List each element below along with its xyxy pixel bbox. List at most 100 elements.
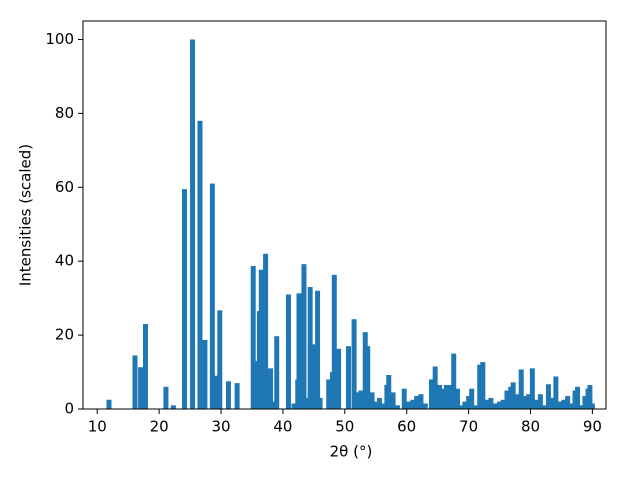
bar xyxy=(437,384,443,409)
y-tick-label: 40 xyxy=(55,252,74,270)
x-tick-label: 50 xyxy=(335,418,354,436)
x-tick-label: 80 xyxy=(521,418,540,436)
bar xyxy=(462,401,468,409)
x-tick-label: 70 xyxy=(459,418,478,436)
y-tick-label: 0 xyxy=(64,400,74,418)
bar xyxy=(500,399,506,409)
y-tick-label: 60 xyxy=(55,178,74,196)
bar xyxy=(202,339,208,409)
bar xyxy=(484,399,490,409)
x-tick-label: 10 xyxy=(88,418,107,436)
bar xyxy=(432,366,438,409)
bar xyxy=(346,346,352,409)
bar xyxy=(473,405,479,409)
bar xyxy=(549,397,555,409)
bar xyxy=(422,403,428,409)
bar xyxy=(497,401,503,409)
bar xyxy=(390,392,396,409)
bar xyxy=(307,287,313,409)
bar xyxy=(336,348,342,409)
bar xyxy=(285,294,291,409)
bar xyxy=(458,405,464,409)
bar xyxy=(380,403,386,409)
bar xyxy=(268,368,274,409)
bar xyxy=(561,399,567,409)
bar xyxy=(587,384,593,409)
bar xyxy=(469,388,475,409)
bar xyxy=(553,376,559,409)
bar xyxy=(132,355,138,409)
x-tick-label: 60 xyxy=(397,418,416,436)
bar xyxy=(557,401,563,409)
bar xyxy=(209,183,215,409)
bar xyxy=(296,293,302,409)
bar xyxy=(190,39,196,409)
bar xyxy=(197,120,203,410)
bar xyxy=(504,390,510,409)
bar xyxy=(541,405,547,409)
bar xyxy=(365,346,371,409)
bar xyxy=(376,397,382,409)
bar xyxy=(303,397,309,409)
bar xyxy=(311,344,317,409)
bar xyxy=(582,396,588,409)
bar xyxy=(510,382,516,409)
bar xyxy=(406,401,412,409)
bar xyxy=(250,265,256,409)
y-axis-label: Intensities (scaled) xyxy=(17,144,35,286)
y-tick-label: 80 xyxy=(55,104,74,122)
x-tick-label: 30 xyxy=(211,418,230,436)
bar xyxy=(182,189,188,409)
bar xyxy=(315,290,321,409)
bar xyxy=(537,394,543,409)
bar xyxy=(170,405,176,409)
bar xyxy=(394,405,400,409)
bar xyxy=(428,379,434,409)
bar xyxy=(291,403,297,409)
bar xyxy=(217,310,223,409)
bar xyxy=(575,386,581,409)
bar xyxy=(331,274,337,409)
bar xyxy=(274,336,280,409)
bar xyxy=(480,362,486,409)
bar xyxy=(138,367,144,409)
bar xyxy=(448,384,454,409)
bar xyxy=(565,396,571,409)
bar xyxy=(358,390,364,409)
bar xyxy=(451,353,457,409)
bar xyxy=(454,388,460,409)
bar xyxy=(568,403,574,409)
bar xyxy=(401,388,407,409)
bar xyxy=(518,369,524,409)
bar xyxy=(270,401,276,409)
bar xyxy=(373,401,379,409)
bar xyxy=(410,399,416,409)
bar xyxy=(477,364,483,409)
bar xyxy=(253,360,259,409)
bar xyxy=(225,381,231,409)
bar xyxy=(488,397,494,409)
bar xyxy=(386,375,392,409)
bar xyxy=(143,324,149,409)
bar xyxy=(234,383,240,409)
bar xyxy=(258,269,264,409)
bar xyxy=(533,399,539,409)
bar xyxy=(326,379,332,409)
y-tick-label: 20 xyxy=(55,326,74,344)
bar xyxy=(545,384,551,409)
bar xyxy=(263,253,269,409)
x-tick-label: 90 xyxy=(583,418,602,436)
bar xyxy=(440,388,446,409)
bar xyxy=(526,394,532,409)
y-tick-label: 100 xyxy=(45,30,74,48)
x-tick-label: 20 xyxy=(150,418,169,436)
bar xyxy=(301,264,307,409)
bar xyxy=(213,375,219,409)
bar xyxy=(351,319,357,409)
bar xyxy=(317,397,323,409)
bar xyxy=(529,368,535,409)
bar xyxy=(414,396,420,409)
bar xyxy=(522,396,528,409)
plot-frame xyxy=(82,20,607,410)
